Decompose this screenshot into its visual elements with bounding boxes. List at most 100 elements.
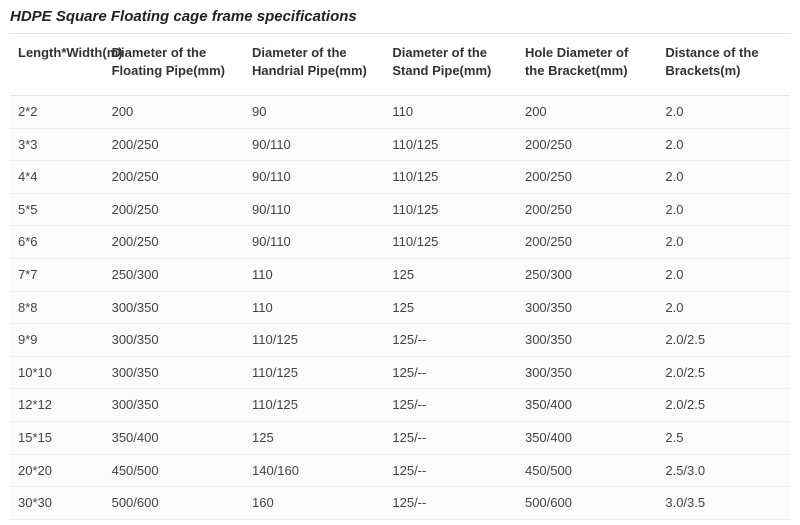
table-cell: 300/350 [104, 389, 244, 422]
table-row: 2*2200901102002.0 [10, 96, 790, 129]
table-cell: 125 [384, 259, 517, 292]
table-cell: 2.0/2.5 [657, 324, 790, 357]
table-body: 2*2200901102002.03*3200/25090/110110/125… [10, 96, 790, 520]
table-cell: 140/160 [244, 454, 384, 487]
table-row: 12*12300/350110/125125/--350/4002.0/2.5 [10, 389, 790, 422]
table-cell: 200 [517, 96, 657, 129]
table-cell: 2.0 [657, 96, 790, 129]
table-row: 15*15350/400125125/--350/4002.5 [10, 422, 790, 455]
specs-container: HDPE Square Floating cage frame specific… [0, 0, 800, 520]
table-cell: 250/300 [104, 259, 244, 292]
table-row: 10*10300/350110/125125/--300/3502.0/2.5 [10, 356, 790, 389]
table-cell: 200/250 [104, 128, 244, 161]
table-cell: 110/125 [384, 193, 517, 226]
table-cell: 300/350 [517, 291, 657, 324]
table-cell: 500/600 [517, 487, 657, 520]
table-cell: 110 [244, 259, 384, 292]
table-row: 5*5200/25090/110110/125200/2502.0 [10, 193, 790, 226]
table-cell: 2.5/3.0 [657, 454, 790, 487]
table-cell: 110/125 [384, 226, 517, 259]
table-cell: 8*8 [10, 291, 104, 324]
table-cell: 200/250 [517, 161, 657, 194]
table-cell: 110/125 [384, 161, 517, 194]
table-cell: 110/125 [244, 356, 384, 389]
table-cell: 300/350 [104, 356, 244, 389]
page-title: HDPE Square Floating cage frame specific… [10, 6, 790, 33]
col-header: Length*Width(m) [10, 34, 104, 96]
col-header: Distance of the Brackets(m) [657, 34, 790, 96]
table-head: Length*Width(m) Diameter of the Floating… [10, 34, 790, 96]
table-cell: 2.0 [657, 193, 790, 226]
table-cell: 90/110 [244, 193, 384, 226]
table-cell: 90/110 [244, 128, 384, 161]
table-cell: 200/250 [104, 193, 244, 226]
col-header: Diameter of the Stand Pipe(mm) [384, 34, 517, 96]
table-cell: 110 [384, 96, 517, 129]
table-cell: 125/-- [384, 389, 517, 422]
table-cell: 200 [104, 96, 244, 129]
table-cell: 125/-- [384, 454, 517, 487]
table-row: 20*20450/500140/160125/--450/5002.5/3.0 [10, 454, 790, 487]
table-cell: 125/-- [384, 356, 517, 389]
table-cell: 12*12 [10, 389, 104, 422]
table-cell: 7*7 [10, 259, 104, 292]
table-cell: 9*9 [10, 324, 104, 357]
table-cell: 200/250 [517, 193, 657, 226]
table-cell: 125/-- [384, 487, 517, 520]
table-cell: 300/350 [104, 324, 244, 357]
table-cell: 110/125 [384, 128, 517, 161]
table-row: 4*4200/25090/110110/125200/2502.0 [10, 161, 790, 194]
table-cell: 30*30 [10, 487, 104, 520]
table-cell: 5*5 [10, 193, 104, 226]
table-cell: 15*15 [10, 422, 104, 455]
header-row: Length*Width(m) Diameter of the Floating… [10, 34, 790, 96]
table-cell: 160 [244, 487, 384, 520]
table-cell: 3.0/3.5 [657, 487, 790, 520]
table-cell: 350/400 [104, 422, 244, 455]
table-cell: 2.0 [657, 128, 790, 161]
table-cell: 90 [244, 96, 384, 129]
table-cell: 200/250 [104, 226, 244, 259]
table-cell: 3*3 [10, 128, 104, 161]
table-cell: 200/250 [517, 226, 657, 259]
table-cell: 2.0/2.5 [657, 356, 790, 389]
col-header: Diameter of the Handrial Pipe(mm) [244, 34, 384, 96]
table-cell: 2.0 [657, 226, 790, 259]
table-row: 9*9300/350110/125125/--300/3502.0/2.5 [10, 324, 790, 357]
table-cell: 2.0 [657, 259, 790, 292]
table-cell: 2.5 [657, 422, 790, 455]
col-header: Diameter of the Floating Pipe(mm) [104, 34, 244, 96]
table-row: 3*3200/25090/110110/125200/2502.0 [10, 128, 790, 161]
table-cell: 90/110 [244, 161, 384, 194]
table-cell: 500/600 [104, 487, 244, 520]
table-cell: 125 [384, 291, 517, 324]
table-row: 7*7250/300110125250/3002.0 [10, 259, 790, 292]
table-cell: 4*4 [10, 161, 104, 194]
table-cell: 450/500 [517, 454, 657, 487]
table-cell: 200/250 [104, 161, 244, 194]
table-cell: 6*6 [10, 226, 104, 259]
table-cell: 450/500 [104, 454, 244, 487]
table-cell: 350/400 [517, 422, 657, 455]
table-cell: 125/-- [384, 422, 517, 455]
table-row: 8*8300/350110125300/3502.0 [10, 291, 790, 324]
table-cell: 200/250 [517, 128, 657, 161]
table-cell: 250/300 [517, 259, 657, 292]
col-header: Hole Diameter of the Bracket(mm) [517, 34, 657, 96]
table-cell: 125 [244, 422, 384, 455]
specs-table: Length*Width(m) Diameter of the Floating… [10, 33, 790, 520]
table-cell: 2.0 [657, 291, 790, 324]
table-cell: 110/125 [244, 324, 384, 357]
table-cell: 2*2 [10, 96, 104, 129]
table-cell: 10*10 [10, 356, 104, 389]
table-cell: 350/400 [517, 389, 657, 422]
table-cell: 90/110 [244, 226, 384, 259]
table-cell: 300/350 [517, 356, 657, 389]
table-cell: 2.0/2.5 [657, 389, 790, 422]
table-cell: 300/350 [104, 291, 244, 324]
table-cell: 20*20 [10, 454, 104, 487]
table-cell: 125/-- [384, 324, 517, 357]
table-cell: 300/350 [517, 324, 657, 357]
table-row: 6*6200/25090/110110/125200/2502.0 [10, 226, 790, 259]
table-row: 30*30500/600160125/--500/6003.0/3.5 [10, 487, 790, 520]
